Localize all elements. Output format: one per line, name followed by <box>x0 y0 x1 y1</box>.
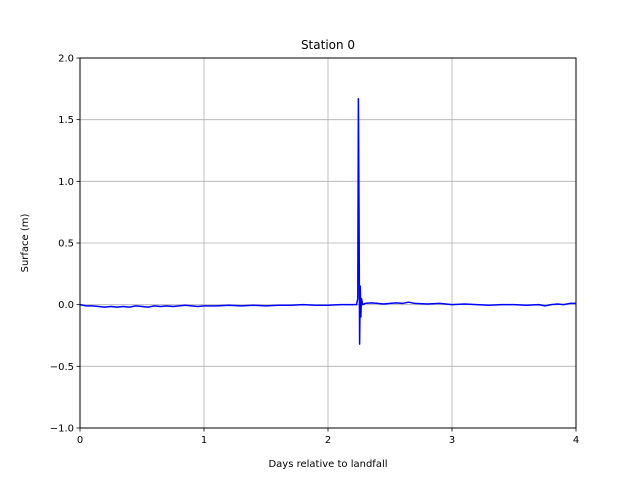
x-tick-label: 0 <box>77 435 83 446</box>
y-axis-label: Surface (m) <box>20 213 31 272</box>
ticks: 0 1 2 3 4 −1.0 −0.5 0.0 0.5 1.0 1.5 2.0 <box>50 54 579 447</box>
y-tick-label: 2.0 <box>58 54 74 65</box>
x-tick-label: 4 <box>573 435 579 446</box>
series-line <box>79 97 576 345</box>
x-tick-label: 1 <box>201 435 207 446</box>
x-tick-label: 2 <box>325 435 331 446</box>
plot-area <box>79 97 576 345</box>
y-tick-label: 0.5 <box>58 239 74 250</box>
y-tick-label: 1.5 <box>58 115 74 126</box>
y-tick-label: 1.0 <box>58 177 74 188</box>
x-axis-label: Days relative to landfall <box>268 459 387 470</box>
y-tick-label: −1.0 <box>50 424 74 435</box>
y-tick-label: 0.0 <box>58 300 74 311</box>
y-tick-label: −0.5 <box>50 362 74 373</box>
chart-title: Station 0 <box>301 38 355 52</box>
x-tick-label: 3 <box>449 435 455 446</box>
